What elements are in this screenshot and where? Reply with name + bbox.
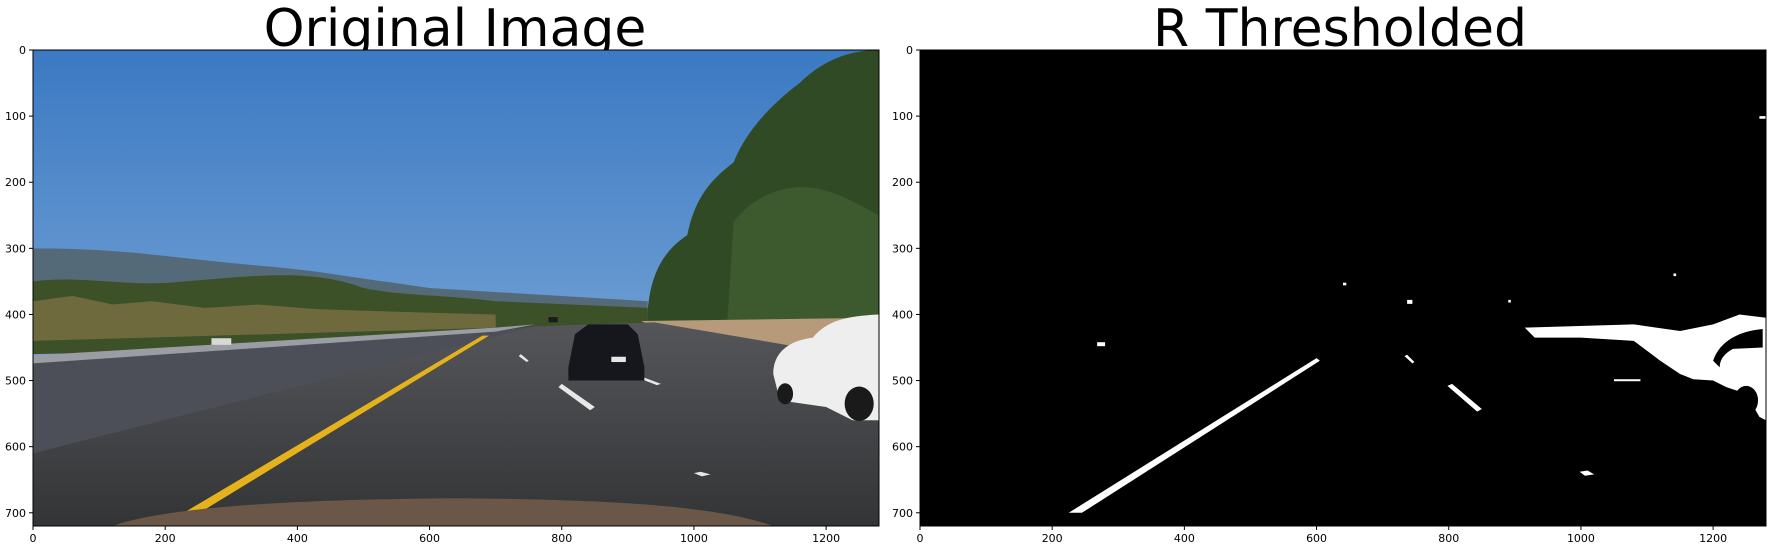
mask-blob-5 bbox=[1673, 273, 1677, 277]
white-car-wheel bbox=[844, 386, 874, 421]
mask-background bbox=[920, 50, 1767, 526]
mask-car-window bbox=[1713, 328, 1763, 368]
lane-dash-2 bbox=[518, 354, 529, 363]
x-tick-label: 0 bbox=[30, 532, 37, 545]
left-field bbox=[33, 295, 496, 341]
y-tick-label: 400 bbox=[892, 308, 913, 321]
x-tick-label: 400 bbox=[287, 532, 308, 545]
x-tick-label: 1200 bbox=[812, 532, 840, 545]
x-tick-label: 200 bbox=[155, 532, 176, 545]
y-tick-label: 600 bbox=[892, 441, 913, 454]
car-hood bbox=[112, 498, 774, 526]
lane-dash-1 bbox=[558, 383, 595, 411]
yellow-lane-line bbox=[183, 335, 490, 513]
original-image-photo bbox=[33, 50, 880, 526]
right-trees-2 bbox=[726, 187, 880, 328]
black-car bbox=[568, 324, 645, 381]
y-tick-label: 400 bbox=[5, 308, 26, 321]
r-thresholded-mask bbox=[920, 50, 1767, 526]
y-tick-label: 0 bbox=[19, 44, 26, 57]
y-axis-ticks: 0 100 200 300 400 500 600 700 bbox=[892, 44, 920, 520]
mask-left-lane bbox=[1068, 358, 1320, 513]
x-axis-ticks: 0 200 400 600 800 1000 1200 bbox=[917, 526, 1727, 545]
r-thresholded-panel: R Thresholded 0 200 400 600 800 1000 1200 bbox=[892, 0, 1767, 545]
y-axis-ticks: 0 100 200 300 400 500 600 700 bbox=[5, 44, 33, 520]
y-tick-label: 700 bbox=[5, 507, 26, 520]
mask-car-wheel-front bbox=[1666, 384, 1681, 404]
r-thresholded-frame bbox=[919, 49, 1767, 527]
mask-blob-7 bbox=[1613, 379, 1641, 382]
license-plate bbox=[611, 356, 626, 363]
mask-right-lane bbox=[1447, 383, 1482, 412]
x-tick-label: 600 bbox=[419, 532, 440, 545]
x-tick-label: 400 bbox=[1174, 532, 1195, 545]
mask-blob-1 bbox=[1097, 342, 1106, 347]
y-tick-label: 300 bbox=[5, 242, 26, 255]
x-tick-label: 200 bbox=[1042, 532, 1063, 545]
x-tick-label: 800 bbox=[551, 532, 572, 545]
mask-dash bbox=[1404, 354, 1415, 364]
x-tick-label: 1000 bbox=[680, 532, 708, 545]
lane-dash-3 bbox=[693, 471, 711, 477]
x-tick-label: 1000 bbox=[1567, 532, 1595, 545]
y-tick-label: 200 bbox=[892, 176, 913, 189]
road bbox=[33, 322, 880, 526]
mask-dash-far bbox=[1579, 470, 1595, 476]
y-tick-label: 500 bbox=[892, 375, 913, 388]
mask-blob-6 bbox=[1759, 116, 1767, 119]
mask-car-region bbox=[1524, 314, 1767, 421]
x-tick-label: 1200 bbox=[1699, 532, 1727, 545]
mask-car-wheel bbox=[1734, 385, 1759, 415]
y-tick-label: 500 bbox=[5, 375, 26, 388]
x-axis-ticks: 0 200 400 600 800 1000 1200 bbox=[30, 526, 840, 545]
barrier-top bbox=[33, 324, 536, 364]
y-tick-label: 600 bbox=[5, 441, 26, 454]
distant-car-2 bbox=[548, 317, 558, 323]
y-tick-label: 700 bbox=[892, 507, 913, 520]
original-image-panel: Original Image bbox=[5, 0, 880, 545]
y-tick-label: 100 bbox=[5, 110, 26, 123]
x-tick-label: 800 bbox=[1438, 532, 1459, 545]
original-image-frame bbox=[32, 49, 880, 527]
mask-blob-3 bbox=[1343, 282, 1347, 286]
mask-blob-4 bbox=[1508, 299, 1511, 303]
mask-blob-2 bbox=[1407, 299, 1413, 304]
r-thresholded-title: R Thresholded bbox=[1153, 0, 1527, 59]
original-image-title: Original Image bbox=[264, 0, 647, 59]
distant-car-1 bbox=[211, 338, 232, 345]
y-tick-label: 100 bbox=[892, 110, 913, 123]
x-tick-label: 600 bbox=[1306, 532, 1327, 545]
y-tick-label: 200 bbox=[5, 176, 26, 189]
x-tick-label: 0 bbox=[917, 532, 924, 545]
white-car-wheel-front bbox=[777, 383, 794, 405]
y-tick-label: 0 bbox=[906, 44, 913, 57]
y-tick-label: 300 bbox=[892, 242, 913, 255]
